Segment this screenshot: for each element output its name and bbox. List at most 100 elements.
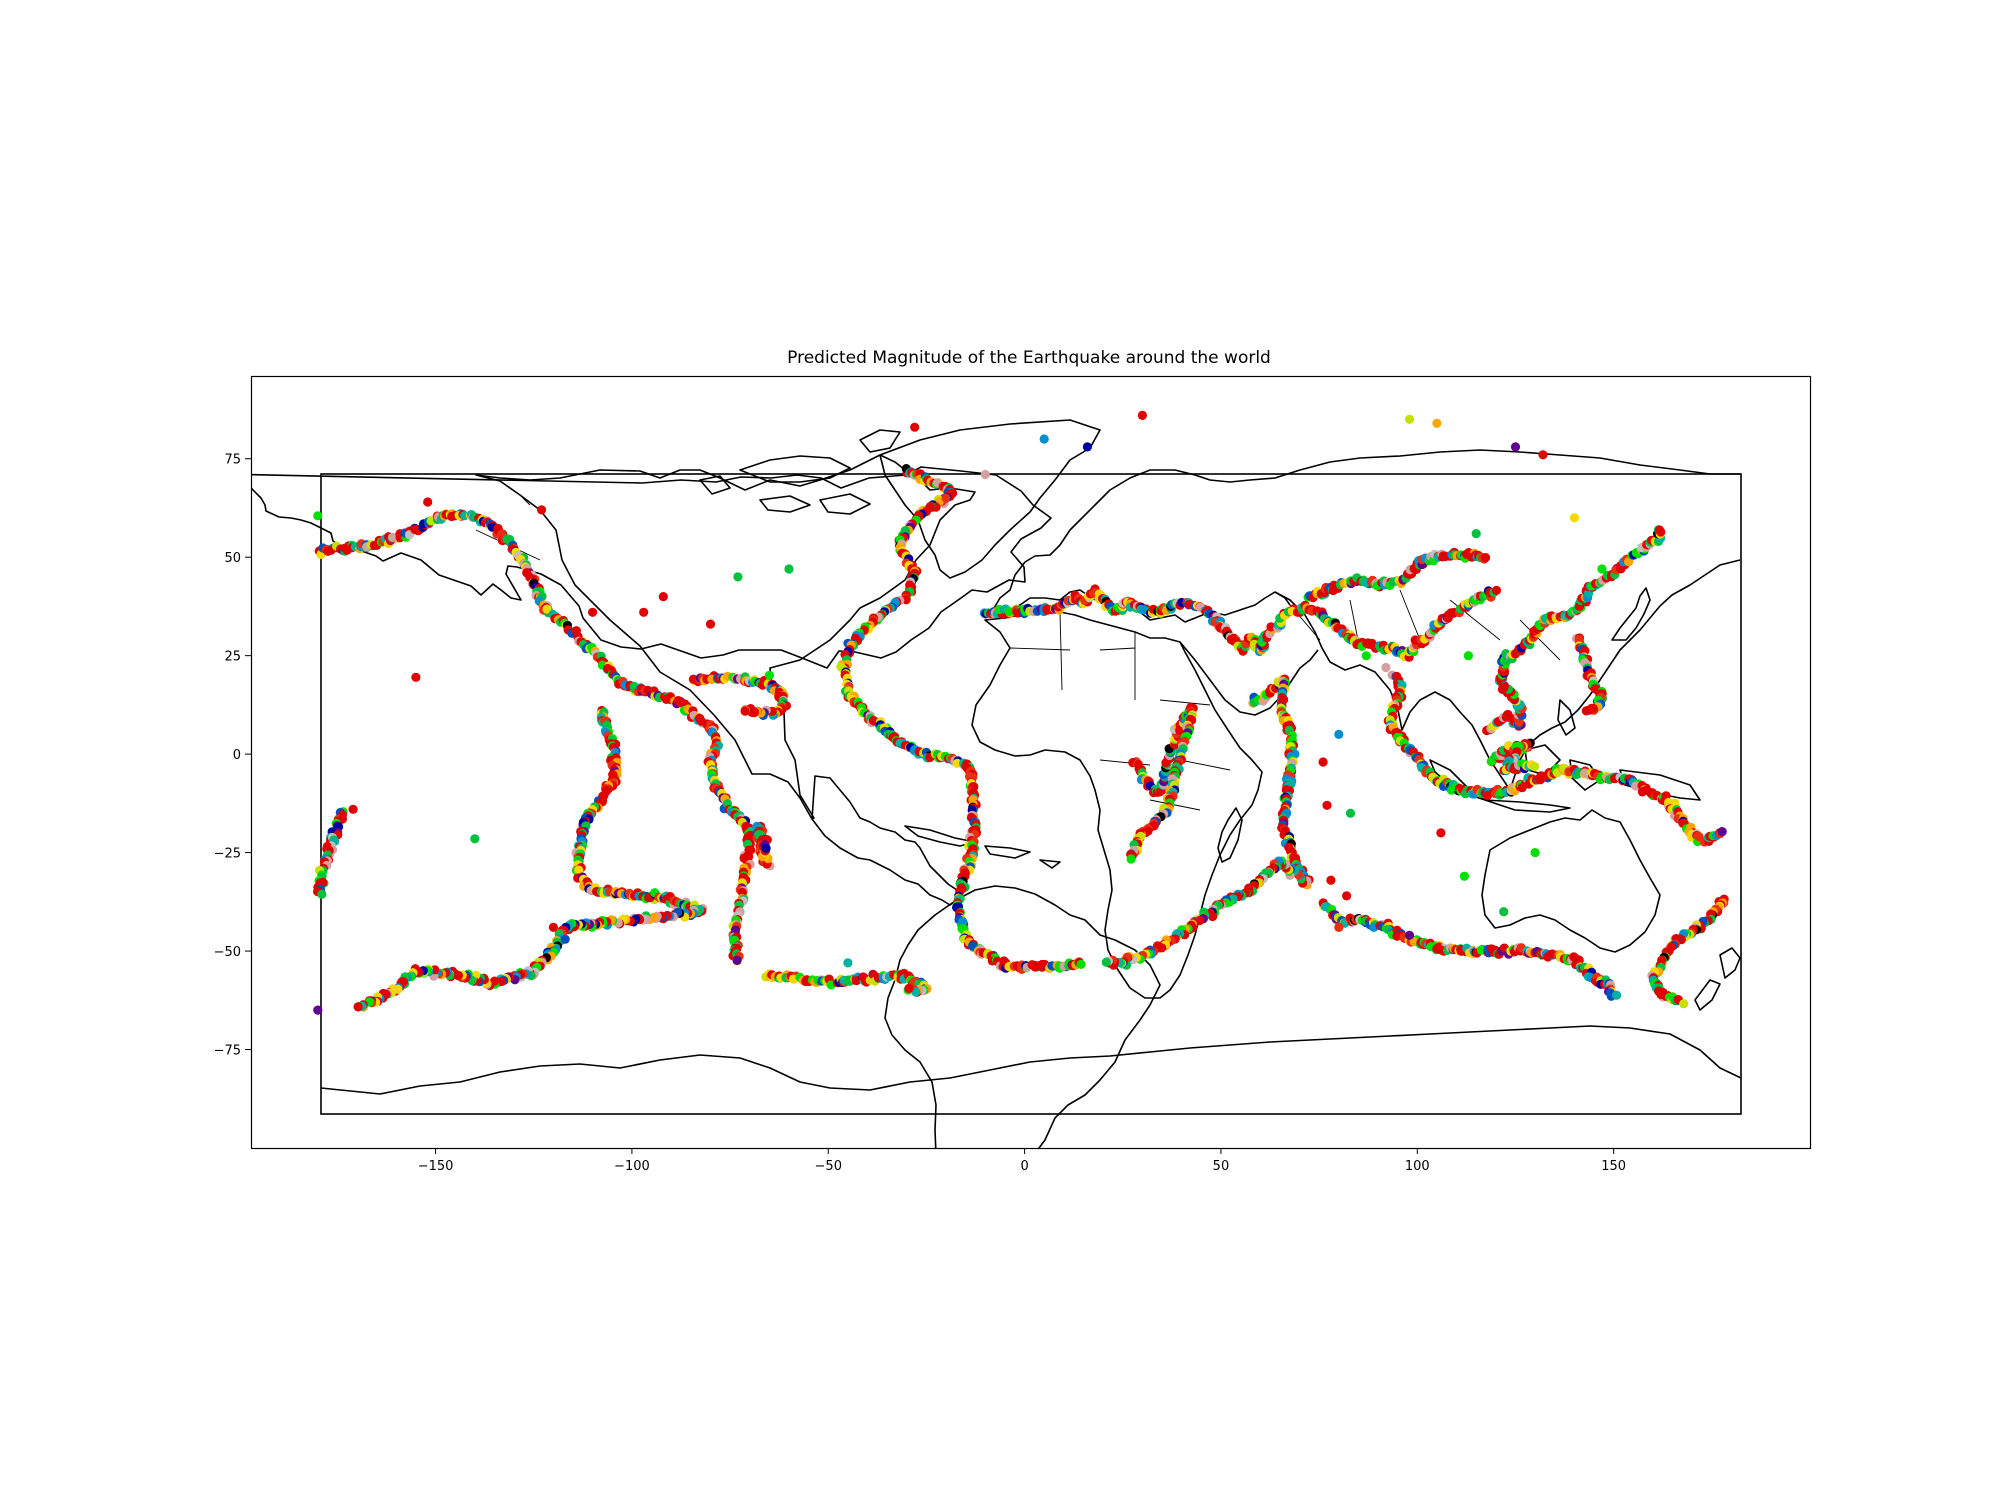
earthquake-point xyxy=(1342,891,1352,901)
earthquake-point xyxy=(1381,662,1391,673)
earthquake-point xyxy=(910,422,920,432)
earthquake-point xyxy=(1491,585,1502,596)
earthquake-point xyxy=(1717,827,1727,837)
earthquake-point xyxy=(1656,527,1666,537)
earthquake-point xyxy=(1334,729,1344,740)
madagascar-coastline xyxy=(1217,807,1243,863)
earthquake-point xyxy=(1538,450,1548,460)
earthquake-point xyxy=(1076,959,1086,970)
antarctica-coastline xyxy=(320,1025,1742,1095)
earthquake-point xyxy=(1326,875,1336,885)
earthquake-point xyxy=(1082,442,1092,452)
map-extent-frame xyxy=(320,473,1742,1115)
earthquake-point xyxy=(1463,651,1473,661)
y-tick-label: 25 xyxy=(224,650,241,665)
earthquake-point xyxy=(470,834,480,844)
earthquake-point xyxy=(1137,410,1147,420)
earthquake-point xyxy=(843,958,853,968)
earthquake-point xyxy=(1569,513,1579,523)
earthquake-point xyxy=(1318,757,1328,767)
earthquake-point xyxy=(764,670,775,680)
earthquake-point xyxy=(1679,999,1689,1009)
earthquake-point xyxy=(1510,442,1521,452)
earthquake-point xyxy=(1471,529,1481,539)
x-tick-label: 150 xyxy=(1601,1159,1626,1174)
earthquake-points-layer xyxy=(313,410,1729,1015)
y-tick-label: 50 xyxy=(224,551,241,566)
earthquake-point xyxy=(548,922,559,933)
earthquake-point xyxy=(1039,434,1049,444)
earthquake-point xyxy=(784,564,794,574)
world-map-layer xyxy=(251,419,1742,1148)
earthquake-point xyxy=(1404,414,1415,424)
x-tick-label: −50 xyxy=(815,1159,842,1174)
chart-title: Predicted Magnitude of the Earthquake ar… xyxy=(787,348,1271,368)
earthquake-point xyxy=(574,865,584,875)
earthquake-point xyxy=(1481,553,1491,563)
australia-coastline xyxy=(1481,809,1661,953)
earthquake-point xyxy=(1530,848,1540,858)
plot-frame xyxy=(250,375,1812,1150)
earthquake-point xyxy=(588,607,598,617)
earthquake-point xyxy=(317,889,327,899)
y-tick-label: −75 xyxy=(214,1044,241,1059)
earthquake-point xyxy=(1361,651,1371,661)
earthquake-point xyxy=(705,619,716,629)
arabia-coastline xyxy=(1179,641,1319,716)
x-tick-label: −150 xyxy=(418,1159,454,1174)
earthquake-point xyxy=(1126,854,1136,864)
central-america-coastline xyxy=(811,775,961,906)
earthquake-point xyxy=(560,934,570,944)
earthquake-point xyxy=(348,804,358,814)
earthquake-point xyxy=(761,843,771,853)
earthquake-point xyxy=(1345,808,1356,818)
earthquake-point xyxy=(1266,622,1276,632)
earthquake-point xyxy=(1101,957,1111,967)
earthquake-point xyxy=(1597,564,1607,574)
earthquake-point xyxy=(542,604,552,614)
earthquake-point xyxy=(911,987,921,997)
earthquake-point xyxy=(423,497,433,507)
earthquake-point xyxy=(1612,990,1622,1000)
south-america-coastline xyxy=(884,885,1161,1148)
earthquake-point xyxy=(1436,828,1446,838)
earthquake-point xyxy=(733,572,743,582)
x-tick-label: 50 xyxy=(1213,1159,1230,1174)
y-tick-label: −50 xyxy=(214,945,241,960)
earthquake-point xyxy=(313,1005,323,1015)
earthquake-point xyxy=(941,493,951,503)
x-tick-label: 100 xyxy=(1405,1159,1430,1174)
earthquake-point xyxy=(658,592,668,602)
earthquake-point xyxy=(1004,606,1014,617)
africa-coastline xyxy=(971,611,1263,999)
earthquake-point xyxy=(1432,418,1442,428)
y-axis: 75 50 25 0 −25 −50 −75 xyxy=(214,453,251,1059)
x-tick-label: 0 xyxy=(1020,1159,1028,1174)
earthquake-point xyxy=(732,955,742,966)
earthquake-point xyxy=(740,706,750,716)
x-axis: −150 −100 −50 0 50 100 150 xyxy=(418,1148,1626,1174)
new-zealand-coastline xyxy=(1694,947,1741,1011)
earthquake-point xyxy=(313,511,323,521)
earthquake-point xyxy=(980,469,990,480)
earthquake-point xyxy=(1322,800,1332,810)
y-tick-label: −25 xyxy=(214,847,241,862)
earthquake-point xyxy=(1530,762,1540,772)
y-tick-label: 75 xyxy=(224,453,241,468)
earthquake-point xyxy=(1334,922,1344,933)
earthquake-point xyxy=(1581,706,1591,716)
earthquake-point xyxy=(1459,871,1469,881)
earthquake-point xyxy=(537,505,547,515)
earthquake-point xyxy=(958,917,968,927)
earthquake-point xyxy=(639,607,649,617)
x-tick-label: −100 xyxy=(614,1159,650,1174)
y-tick-label: 0 xyxy=(233,748,241,763)
arctic-islands xyxy=(699,429,901,515)
japan-coastline xyxy=(1611,587,1651,641)
earthquake-point xyxy=(904,983,914,994)
earthquake-point xyxy=(353,1002,363,1012)
north-america-coastline xyxy=(251,466,1052,669)
earthquake-point xyxy=(1404,930,1415,940)
